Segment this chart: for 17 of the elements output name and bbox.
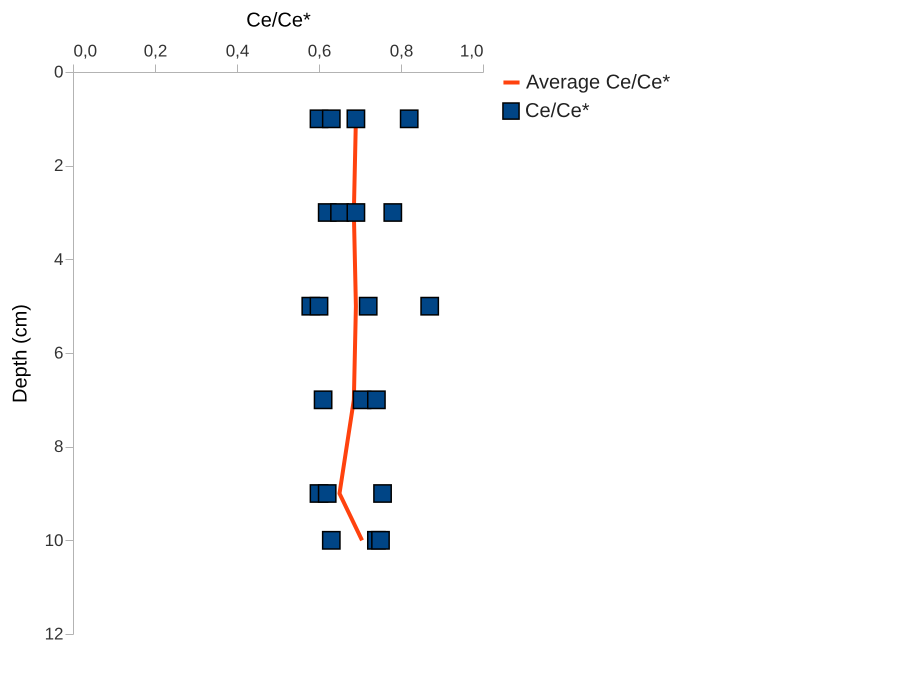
x-tick-label: 0,6: [308, 42, 332, 60]
y-tick-label: 0: [54, 62, 64, 82]
y-tick-label: 8: [54, 437, 64, 456]
x-axis-title: Ce/Ce*: [246, 10, 311, 32]
x-tick-label: 0,8: [390, 42, 414, 60]
x-tick-label: 0,0: [74, 42, 98, 60]
y-tick-label: 12: [44, 624, 64, 644]
legend-label: Ce/Ce*: [525, 100, 590, 122]
x-tick-label: 0,4: [226, 42, 250, 60]
legend-label: Average Ce/Ce*: [526, 72, 670, 94]
y-tick-label: 4: [54, 250, 64, 269]
y-tick-label: 6: [54, 344, 64, 362]
y-tick-label: 2: [54, 156, 64, 176]
y-axis-title: Depth (cm): [10, 304, 32, 403]
y-tick-label: 10: [44, 530, 64, 550]
x-tick-label: 1,0: [460, 42, 484, 60]
x-tick-label: 0,2: [144, 42, 168, 60]
